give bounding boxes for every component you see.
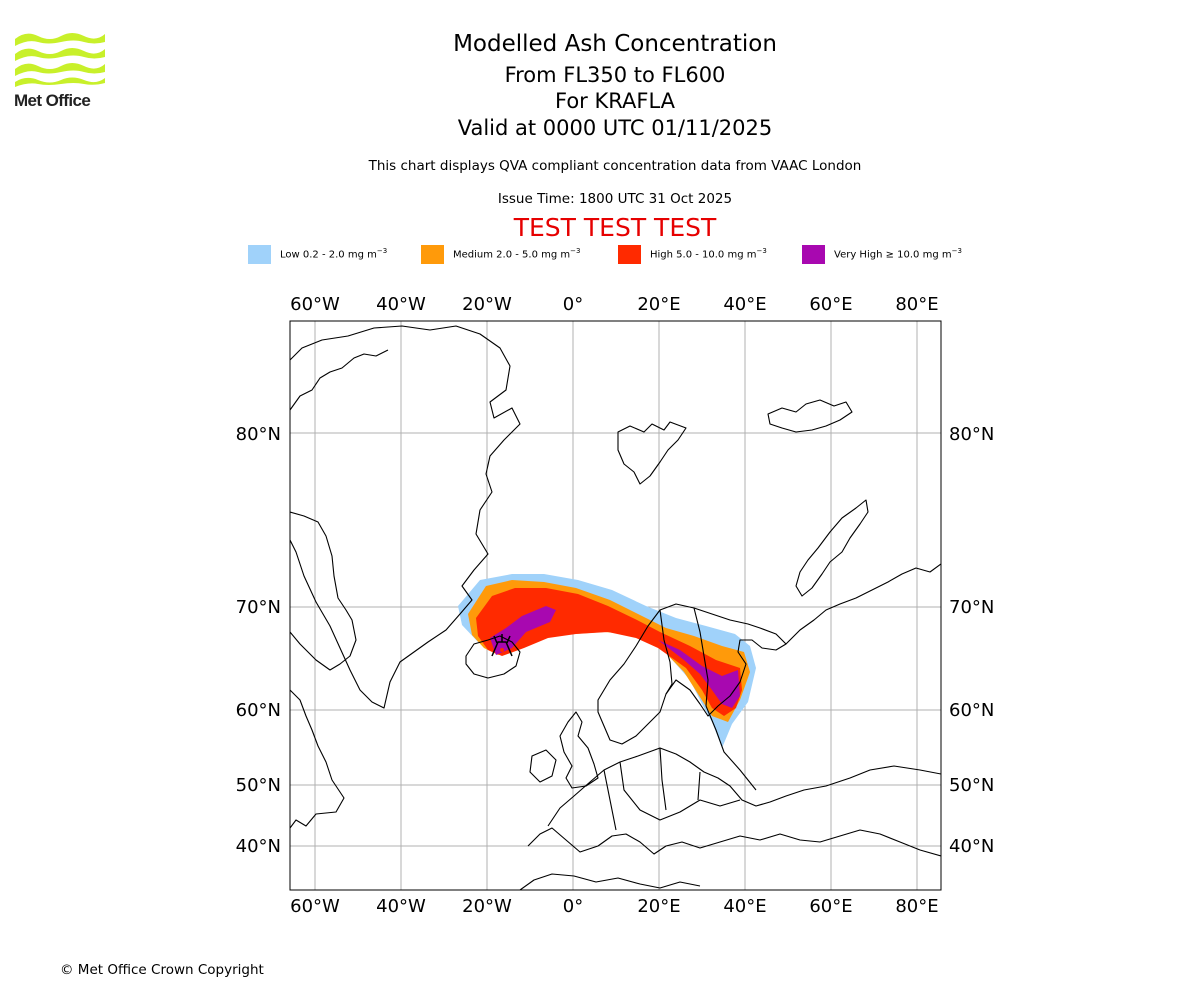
lat-label-left: 40°N: [236, 836, 281, 857]
lat-label-left: 80°N: [236, 424, 281, 445]
map-frame: [289, 320, 942, 891]
lon-label-top: 20°W: [462, 294, 512, 315]
coast-canada-north: [290, 349, 389, 411]
lon-label-top: 80°E: [895, 294, 938, 315]
legend-swatch-medium: [421, 244, 444, 264]
test-banner: TEST TEST TEST: [513, 213, 717, 242]
ash-plume: [458, 574, 756, 748]
coast-iceland: [465, 635, 521, 679]
lon-label-bottom: 40°E: [723, 896, 766, 917]
lon-label-bottom: 20°E: [637, 896, 680, 917]
border-scandinavia: [659, 609, 673, 695]
coast-labrador: [290, 689, 345, 829]
border-russia-west: [705, 705, 757, 791]
coast-svalbard: [617, 421, 687, 485]
coast-continental-europe: [547, 747, 941, 827]
lat-label-left: 70°N: [236, 597, 281, 618]
volcano-marker: [491, 634, 513, 657]
coast-baffin: [290, 511, 357, 671]
lon-label-top: 20°E: [637, 294, 680, 315]
legend-item-low: Low 0.2 - 2.0 mg m−3: [248, 244, 387, 264]
lon-label-bottom: 0°: [563, 896, 583, 917]
lat-label-right: 40°N: [949, 836, 994, 857]
legend-label-low: Low 0.2 - 2.0 mg m−3: [280, 247, 388, 261]
lon-label-top: 40°E: [723, 294, 766, 315]
coastlines: [290, 325, 941, 890]
lat-label-right: 60°N: [949, 700, 994, 721]
coast-franz-josef: [767, 399, 853, 433]
lon-label-bottom: 20°W: [462, 896, 512, 917]
chart-title: Modelled Ash Concentration: [453, 31, 777, 57]
lon-label-top: 60°W: [290, 294, 340, 315]
legend-item-medium: Medium 2.0 - 5.0 mg m−3: [421, 244, 580, 264]
met-office-logo: [15, 33, 105, 87]
border-central-europe: [603, 747, 741, 831]
lon-label-bottom: 60°E: [809, 896, 852, 917]
lat-label-right: 80°N: [949, 424, 994, 445]
coast-ireland: [529, 749, 557, 783]
lon-label-top: 60°E: [809, 294, 852, 315]
coast-novaya-zemlya: [795, 499, 869, 597]
lat-label-right: 50°N: [949, 775, 994, 796]
valid-time: Valid at 0000 UTC 01/11/2025: [457, 116, 773, 140]
legend-label-very-high: Very High ≥ 10.0 mg m−3: [834, 247, 962, 261]
lat-label-left: 50°N: [236, 775, 281, 796]
legend-swatch-low: [248, 244, 271, 264]
legend-swatch-high: [618, 244, 641, 264]
legend-swatch-very-high: [802, 244, 825, 264]
coast-mediterranean: [527, 827, 941, 857]
coast-greenland: [290, 325, 521, 709]
lon-label-bottom: 60°W: [290, 896, 340, 917]
lon-label-bottom: 40°W: [376, 896, 426, 917]
lon-label-bottom: 80°E: [895, 896, 938, 917]
lat-label-left: 60°N: [236, 700, 281, 721]
coast-europe: [597, 603, 787, 745]
lon-label-top: 0°: [563, 294, 583, 315]
issue-time: Issue Time: 1800 UTC 31 Oct 2025: [497, 191, 733, 207]
coast-britain: [559, 711, 599, 789]
volcano-name: For KRAFLA: [555, 89, 675, 113]
copyright: © Met Office Crown Copyright: [60, 962, 264, 978]
lon-label-top: 40°W: [376, 294, 426, 315]
coast-africa: [519, 873, 701, 890]
legend-label-high: High 5.0 - 10.0 mg m−3: [650, 247, 767, 261]
flight-level-range: From FL350 to FL600: [504, 63, 726, 87]
border-finland-russia: [693, 607, 709, 707]
coast-arctic-russia: [785, 563, 941, 645]
legend-item-very-high: Very High ≥ 10.0 mg m−3: [802, 244, 962, 264]
legend-label-medium: Medium 2.0 - 5.0 mg m−3: [453, 247, 581, 261]
legend-item-high: High 5.0 - 10.0 mg m−3: [618, 244, 767, 264]
met-office-wordmark: Met Office: [14, 91, 91, 110]
lat-label-right: 70°N: [949, 597, 994, 618]
chart-description: This chart displays QVA compliant concen…: [368, 158, 862, 174]
